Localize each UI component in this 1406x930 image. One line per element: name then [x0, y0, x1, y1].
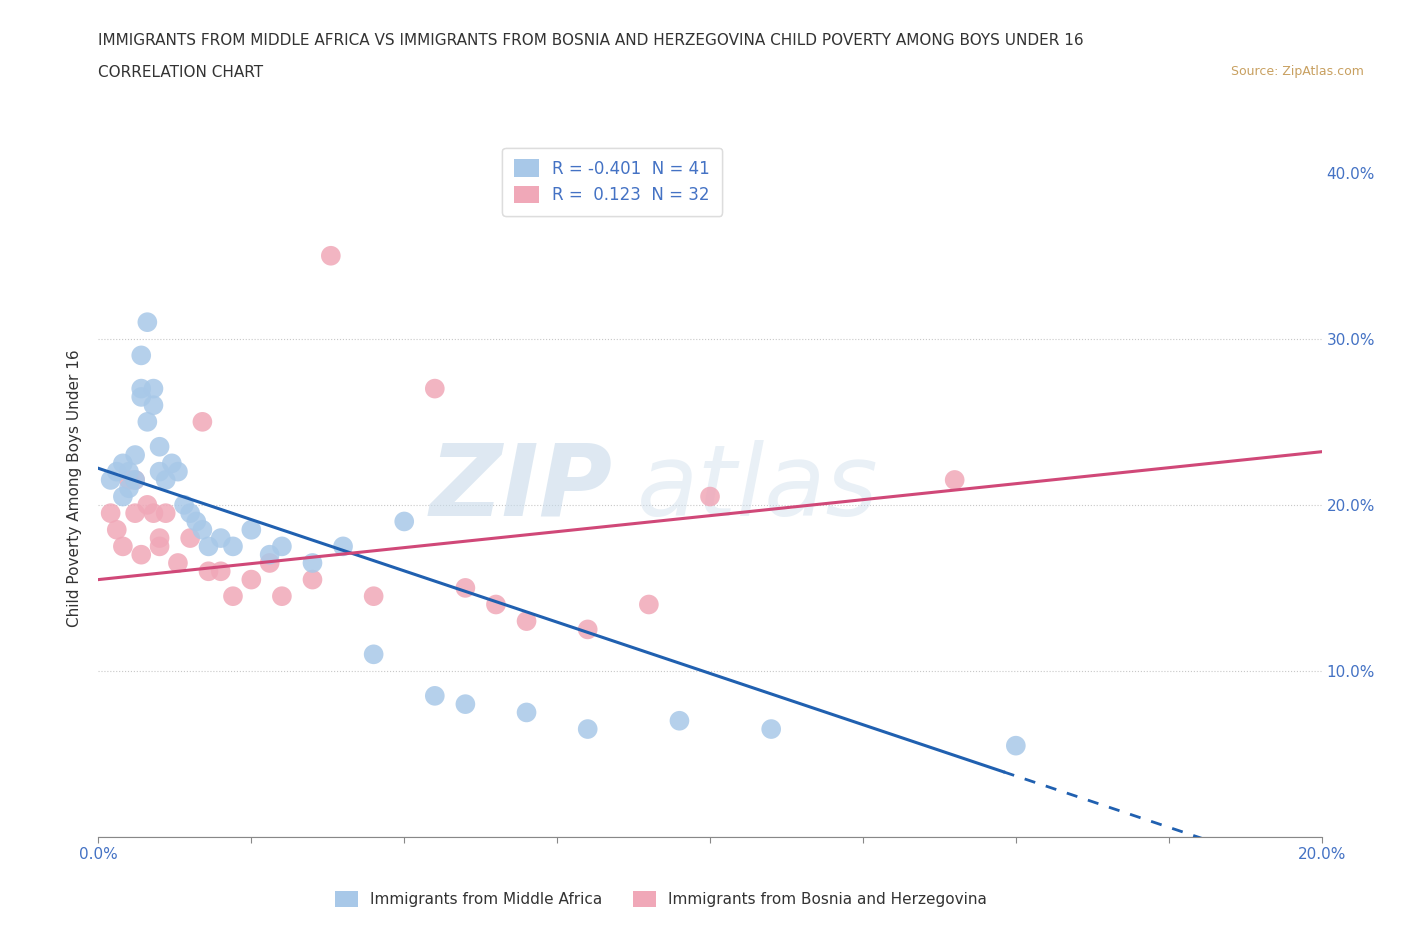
Point — [118, 472, 141, 487]
Point — [129, 547, 152, 562]
Point — [363, 647, 385, 662]
Point — [423, 381, 446, 396]
Point — [149, 464, 172, 479]
Point — [149, 531, 172, 546]
Text: Source: ZipAtlas.com: Source: ZipAtlas.com — [1230, 65, 1364, 78]
Point — [301, 572, 323, 587]
Point — [332, 539, 354, 554]
Point — [191, 523, 214, 538]
Point — [100, 472, 122, 487]
Point — [699, 489, 721, 504]
Text: atlas: atlas — [637, 440, 879, 537]
Point — [179, 531, 201, 546]
Point — [259, 555, 281, 570]
Point — [186, 514, 208, 529]
Point — [516, 705, 538, 720]
Point — [319, 248, 342, 263]
Point — [363, 589, 385, 604]
Point — [149, 439, 172, 454]
Point — [270, 539, 292, 554]
Point — [124, 472, 146, 487]
Point — [485, 597, 508, 612]
Text: CORRELATION CHART: CORRELATION CHART — [98, 65, 263, 80]
Point — [392, 514, 416, 529]
Point — [124, 506, 146, 521]
Point — [142, 381, 165, 396]
Point — [270, 589, 292, 604]
Point — [423, 688, 446, 703]
Text: ZIP: ZIP — [429, 440, 612, 537]
Point — [167, 464, 190, 479]
Point — [759, 722, 782, 737]
Point — [222, 539, 245, 554]
Point — [576, 622, 599, 637]
Text: IMMIGRANTS FROM MIDDLE AFRICA VS IMMIGRANTS FROM BOSNIA AND HERZEGOVINA CHILD PO: IMMIGRANTS FROM MIDDLE AFRICA VS IMMIGRA… — [98, 33, 1084, 47]
Point — [240, 572, 263, 587]
Legend: Immigrants from Middle Africa, Immigrants from Bosnia and Herzegovina: Immigrants from Middle Africa, Immigrant… — [329, 884, 993, 913]
Point — [111, 489, 134, 504]
Point — [124, 447, 146, 462]
Point — [191, 415, 214, 430]
Point — [111, 456, 134, 471]
Point — [111, 539, 134, 554]
Point — [118, 481, 141, 496]
Point — [129, 348, 152, 363]
Point — [167, 555, 190, 570]
Point — [576, 722, 599, 737]
Point — [136, 314, 159, 329]
Point — [129, 390, 152, 405]
Point — [209, 531, 232, 546]
Point — [136, 498, 159, 512]
Point — [179, 506, 201, 521]
Point — [149, 539, 172, 554]
Point — [155, 506, 177, 521]
Point — [197, 539, 219, 554]
Point — [142, 506, 165, 521]
Point — [209, 564, 232, 578]
Point — [173, 498, 195, 512]
Point — [105, 464, 128, 479]
Point — [301, 555, 323, 570]
Point — [129, 381, 152, 396]
Point — [637, 597, 661, 612]
Point — [454, 580, 477, 595]
Point — [155, 472, 177, 487]
Point — [454, 697, 477, 711]
Point — [222, 589, 245, 604]
Point — [259, 547, 281, 562]
Point — [197, 564, 219, 578]
Point — [118, 464, 141, 479]
Point — [240, 523, 263, 538]
Y-axis label: Child Poverty Among Boys Under 16: Child Poverty Among Boys Under 16 — [67, 350, 83, 627]
Point — [100, 506, 122, 521]
Point — [105, 523, 128, 538]
Point — [668, 713, 690, 728]
Point — [124, 472, 146, 487]
Point — [1004, 738, 1026, 753]
Point — [142, 398, 165, 413]
Point — [136, 415, 159, 430]
Legend: R = -0.401  N = 41, R =  0.123  N = 32: R = -0.401 N = 41, R = 0.123 N = 32 — [502, 148, 721, 216]
Point — [516, 614, 538, 629]
Point — [160, 456, 183, 471]
Point — [943, 472, 966, 487]
